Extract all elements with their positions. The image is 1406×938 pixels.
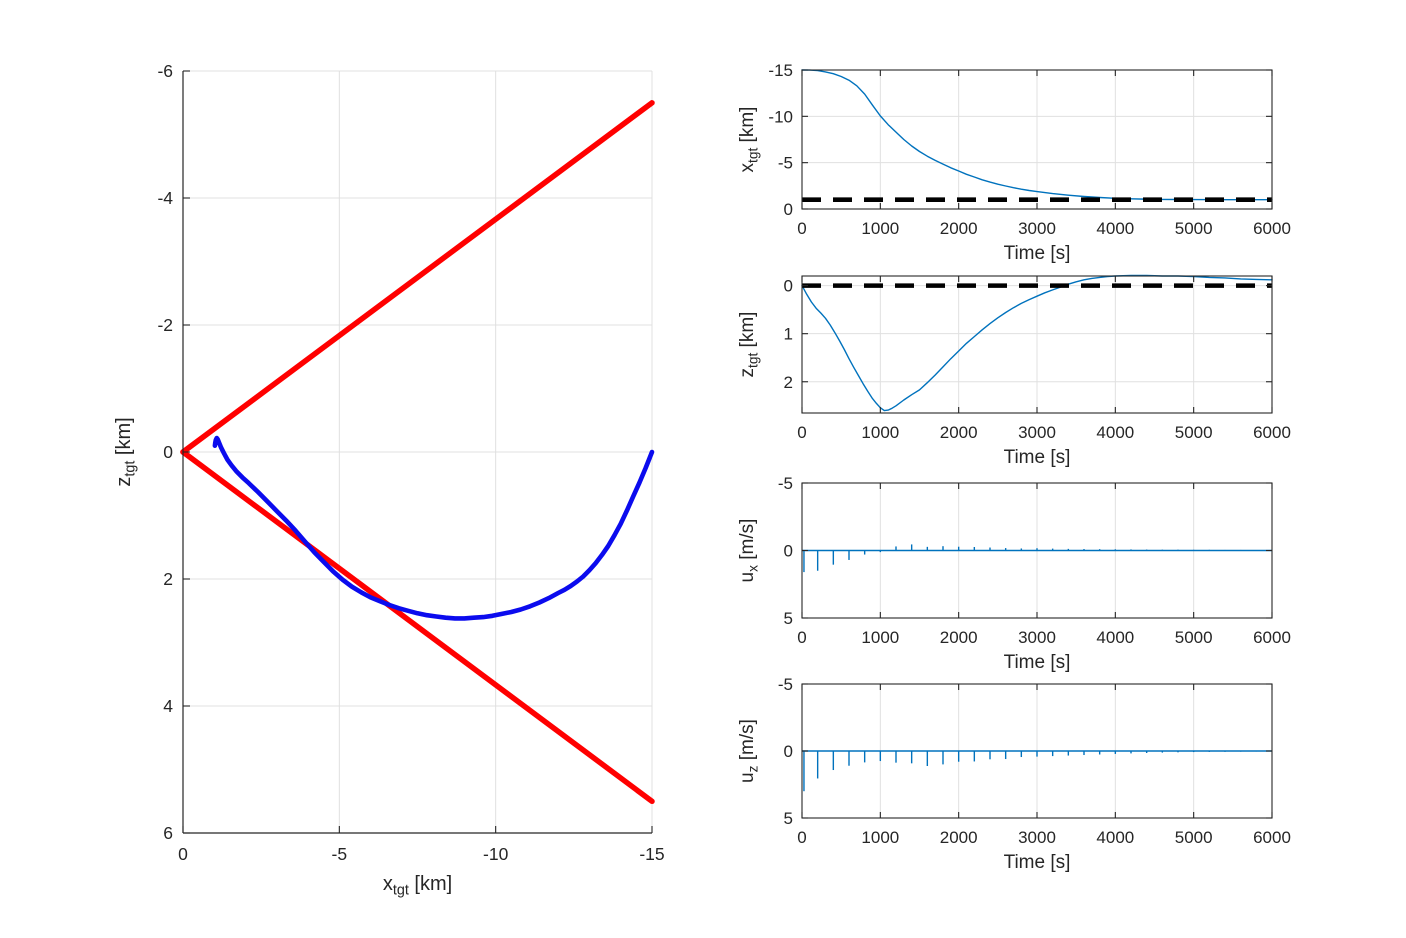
relative-trajectory-line [212, 435, 655, 621]
y-tick-label: 1 [784, 325, 793, 344]
x-tick-label: 2000 [940, 828, 978, 847]
x-tick-label: 6000 [1253, 423, 1291, 442]
trajectory-plot: 0 -5 -10 -15 -6 -4 -2 0 2 4 6 xtgt [km] ztgt [km] [113, 61, 665, 899]
x-tick-label: 0 [797, 828, 806, 847]
x-tick-label: 1000 [861, 423, 899, 442]
x-tick-label: 1000 [861, 219, 899, 238]
x-tick-label: 3000 [1018, 628, 1056, 647]
x-tick-label: 6000 [1253, 219, 1291, 238]
x-tick-label: 4000 [1096, 423, 1134, 442]
y-tick-label: -5 [778, 154, 793, 173]
x-tick-label: 0 [797, 219, 806, 238]
x-tick-label: 5000 [1175, 423, 1213, 442]
x-axis-label: xtgt [km] [383, 873, 452, 899]
y-tick-label: -2 [157, 315, 173, 335]
x-axis-label: Time [s] [1004, 652, 1071, 673]
y-tick-label: 0 [784, 200, 793, 219]
x-tick-label: -5 [332, 844, 348, 864]
y-tick-label: 0 [163, 442, 173, 462]
x-tick-label: -15 [639, 844, 664, 864]
x-tick-label: 3000 [1018, 219, 1056, 238]
y-tick-label: 4 [163, 696, 173, 716]
x-tick-label: 5000 [1175, 628, 1213, 647]
x-tick-label: 4000 [1096, 628, 1134, 647]
x-tick-label: -10 [483, 844, 509, 864]
y-tick-label: 5 [784, 609, 793, 628]
x-axis-label: Time [s] [1004, 852, 1071, 873]
x-tick-label: 2000 [940, 219, 978, 238]
corridor-lower-line [180, 449, 655, 805]
x-tick-label: 0 [178, 844, 188, 864]
x-tick-label: 3000 [1018, 423, 1056, 442]
y-tick-label: 0 [784, 742, 793, 761]
x-tick-label: 2000 [940, 628, 978, 647]
x-tick-label: 6000 [1253, 828, 1291, 847]
corridor-upper-line [180, 100, 655, 455]
x-tick-label: 1000 [861, 628, 899, 647]
y-axis-label: xtgt [km] [737, 107, 761, 173]
y-tick-label: 5 [784, 809, 793, 828]
y-tick-label: 2 [163, 569, 173, 589]
x-tick-label: 2000 [940, 423, 978, 442]
y-tick-label: -4 [157, 188, 173, 208]
y-tick-label: -5 [778, 675, 793, 694]
x-axis-label: Time [s] [1004, 243, 1071, 264]
x-tick-label: 3000 [1018, 828, 1056, 847]
x-tick-label: 5000 [1175, 219, 1213, 238]
y-axis-label: ux [m/s] [737, 519, 761, 583]
y-axis-label: uz [m/s] [737, 719, 761, 783]
x-tick-label: 5000 [1175, 828, 1213, 847]
x-tick-label: 6000 [1253, 628, 1291, 647]
y-tick-label: -10 [768, 107, 793, 126]
y-tick-label: 0 [784, 542, 793, 561]
y-tick-label: 6 [163, 823, 173, 843]
x-tick-label: 4000 [1096, 828, 1134, 847]
ztgt-plot: 0 1000 2000 3000 4000 5000 6000 0 1 2 Time [s] ztgt… [737, 274, 1291, 468]
x-tick-label: 0 [797, 628, 806, 647]
y-tick-label: 2 [784, 373, 793, 392]
x-axis-label: Time [s] [1004, 447, 1071, 468]
y-tick-label: -15 [768, 61, 793, 80]
x-tick-label: 1000 [861, 828, 899, 847]
x-tick-label: 0 [797, 423, 806, 442]
xtgt-plot: 0 1000 2000 3000 4000 5000 6000 -15 -10 -5 0 Time [… [737, 61, 1291, 264]
x-tick-label: 4000 [1096, 219, 1134, 238]
y-axis-label: ztgt [km] [737, 312, 761, 378]
y-tick-label: 0 [784, 277, 793, 296]
y-tick-label: -5 [778, 474, 793, 493]
y-tick-label: -6 [157, 61, 173, 81]
y-axis-label: ztgt [km] [113, 417, 139, 486]
